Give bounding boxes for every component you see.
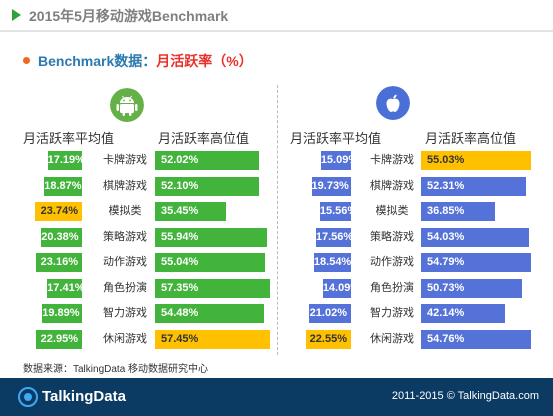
chart-subtitle: Benchmark数据：月活跃率（%）: [23, 51, 253, 71]
ios-category-label: 角色扮演: [370, 281, 414, 294]
panel-divider: [277, 85, 278, 355]
subtitle-metric: 月活跃率（%）: [156, 53, 253, 69]
ios-category-label: 棋牌游戏: [370, 179, 414, 192]
android-avg-bar: 20.38%: [41, 227, 82, 247]
subtitle-prefix: Benchmark数据：: [38, 53, 157, 69]
ios-high-bar: 54.03%: [421, 227, 530, 247]
android-avg-bar: 23.16%: [35, 253, 82, 272]
apple-icon: [376, 86, 410, 120]
android-category-label: 角色扮演: [103, 281, 147, 294]
ios-category-label: 智力游戏: [370, 307, 414, 319]
bullet-dot-icon: [23, 56, 30, 64]
ios-avg-bar: 21.02%: [308, 304, 351, 323]
title-arrow-icon: [12, 9, 21, 21]
ios-high-bar: 42.14%: [421, 304, 506, 323]
android-category-label: 动作游戏: [103, 256, 147, 268]
ios-avg-bar: 19.73%: [311, 176, 351, 196]
ios-avg-bar: 22.55%: [305, 329, 351, 349]
android-high-bar: 52.02%: [155, 151, 260, 170]
title-divider: [0, 30, 553, 32]
android-avg-bar: 22.95%: [36, 329, 82, 349]
android-high-bar: 57.45%: [155, 329, 270, 349]
android-avg-bar: 19.89%: [42, 304, 82, 323]
ios-category-label: 卡牌游戏: [370, 154, 414, 166]
ios-high-bar: 52.31%: [421, 176, 526, 196]
android-category-label: 卡牌游戏: [103, 154, 147, 166]
android-category-label: 棋牌游戏: [103, 179, 147, 192]
ios-avg-bar: 14.09%: [322, 278, 360, 298]
ios-avg-header: 月活跃率平均值: [290, 131, 382, 146]
ios-high-bar: 50.73%: [421, 278, 523, 298]
ios-avg-bar: 15.56%: [319, 202, 357, 221]
android-avg-bar: 18.87%: [44, 176, 82, 196]
android-category-label: 休闲游戏: [103, 332, 147, 345]
android-high-header: 月活跃率高位值: [158, 131, 250, 146]
android-category-label: 模拟类: [108, 205, 142, 217]
android-avg-bar: 17.41%: [47, 278, 84, 298]
data-source: 数据来源：TalkingData 移动数据研究中心: [23, 364, 209, 375]
ios-avg-bar: 18.54%: [313, 253, 351, 272]
ios-category-label: 策略游戏: [370, 230, 414, 243]
android-category-label: 策略游戏: [103, 230, 147, 243]
android-high-bar: 52.10%: [155, 176, 260, 196]
android-high-bar: 55.94%: [155, 227, 267, 247]
ios-category-label: 动作游戏: [370, 256, 414, 268]
android-avg-header: 月活跃率平均值: [23, 131, 115, 146]
android-avg-bar: 17.19%: [47, 151, 85, 170]
ios-avg-bar: 17.56%: [315, 227, 353, 247]
ios-high-bar: 54.76%: [421, 329, 531, 349]
android-high-bar: 55.04%: [155, 253, 266, 272]
android-category-label: 智力游戏: [103, 307, 147, 319]
page-title: 2015年5月移动游戏Benchmark: [29, 8, 229, 24]
android-high-bar: 54.48%: [155, 304, 264, 323]
ios-category-label: 模拟类: [375, 205, 409, 217]
ios-category-label: 休闲游戏: [370, 332, 414, 345]
android-avg-bar: 23.74%: [34, 202, 82, 221]
footer: TalkingData 2011-2015 © TalkingData.com: [0, 378, 553, 416]
footer-copyright: 2011-2015 © TalkingData.com: [391, 390, 539, 402]
ios-avg-bar: 15.09%: [320, 151, 358, 170]
android-high-bar: 57.35%: [155, 278, 270, 298]
title-bar: 2015年5月移动游戏Benchmark: [0, 0, 553, 32]
ios-high-bar: 54.79%: [421, 253, 531, 272]
ios-high-bar: 55.03%: [421, 151, 532, 170]
android-high-bar: 35.45%: [155, 202, 226, 221]
talkingdata-logo-icon: [18, 387, 38, 407]
android-icon: [110, 88, 144, 122]
ios-high-bar: 36.85%: [421, 202, 495, 221]
footer-brand: TalkingData: [42, 388, 126, 405]
ios-high-header: 月活跃率高位值: [425, 131, 517, 146]
